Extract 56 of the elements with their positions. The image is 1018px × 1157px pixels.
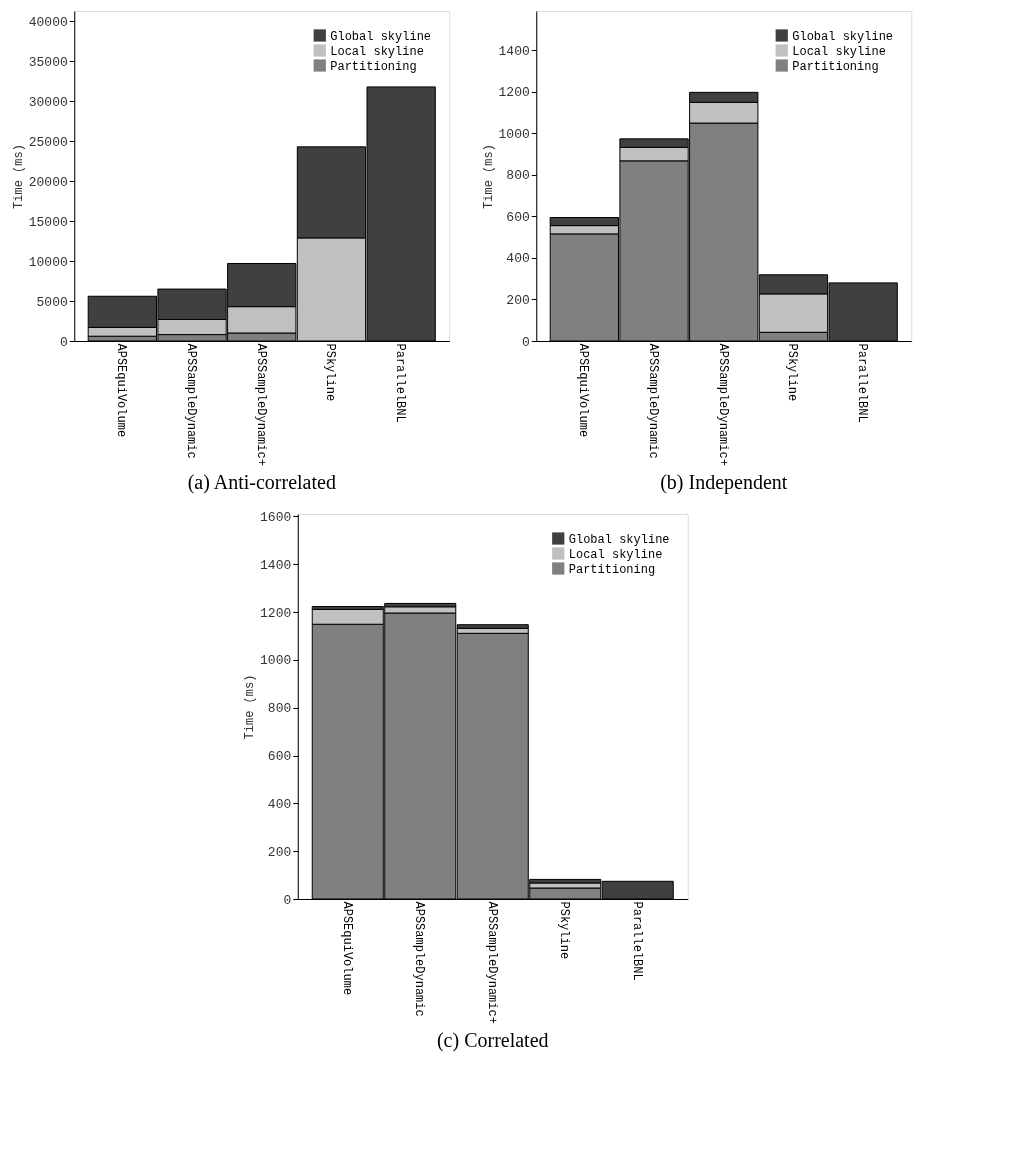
y-tick-label: 10000 (28, 254, 68, 270)
x-tick-label: APSSampleDynamic (412, 901, 427, 1017)
x-tick-label: ParallelBNL (393, 343, 408, 423)
legend-label: Global skyline (792, 29, 894, 44)
legend-label: Partitioning (792, 59, 879, 74)
legend-label: Global skyline (568, 532, 670, 547)
y-tick-label: 1600 (260, 509, 292, 525)
y-tick-label: 5000 (36, 294, 68, 310)
y-tick-label: 600 (506, 209, 530, 225)
y-axis-title: Time (ms) (481, 144, 496, 209)
y-tick-label: 1200 (260, 605, 292, 621)
y-tick-label: 25000 (28, 134, 68, 150)
y-tick-label: 0 (521, 334, 530, 350)
x-tick-label: APSSampleDynamic+ (715, 343, 730, 466)
legend-label: Local skyline (568, 547, 663, 562)
legend-label: Global skyline (330, 29, 432, 44)
y-tick-label: 200 (506, 292, 530, 308)
x-tick-label: ParallelBNL (855, 343, 870, 423)
x-tick-label: PSkyline (323, 343, 338, 402)
y-axis-title: Time (ms) (243, 674, 258, 740)
y-tick-label: 1400 (260, 557, 292, 573)
y-tick-label: 0 (59, 334, 68, 350)
x-tick-label: APSSampleDynamic (184, 343, 199, 459)
y-tick-label: 1000 (260, 653, 292, 669)
y-tick-label: 35000 (28, 54, 68, 70)
y-axis-title: Time (ms) (11, 144, 26, 209)
x-tick-label: PSkyline (785, 343, 800, 402)
text: (b) Independent (660, 471, 788, 495)
y-tick-label: 15000 (28, 214, 68, 230)
legend-label: Local skyline (792, 44, 886, 59)
y-tick-label: 1000 (498, 126, 530, 142)
y-tick-label: 20000 (28, 174, 68, 190)
x-tick-label: APSEquiVolume (576, 343, 591, 438)
legend-label: Partitioning (568, 562, 656, 577)
legend-label: Local skyline (330, 44, 424, 59)
text: (a) Anti-correlated (187, 471, 336, 495)
legend-label: Partitioning (330, 59, 417, 74)
y-tick-label: 1200 (498, 85, 530, 101)
x-tick-label: APSEquiVolume (339, 901, 354, 996)
x-tick-label: APSEquiVolume (114, 343, 129, 438)
x-tick-label: ParallelBNL (629, 901, 644, 981)
x-tick-label: APSSampleDynamic+ (253, 343, 268, 466)
y-tick-label: 40000 (28, 14, 68, 30)
x-tick-label: APSSampleDynamic (646, 343, 661, 459)
x-tick-label: APSSampleDynamic+ (484, 901, 499, 1024)
y-tick-label: 30000 (28, 94, 68, 110)
y-tick-label: 800 (267, 701, 292, 717)
y-tick-label: 400 (267, 796, 292, 812)
x-tick-label: PSkyline (557, 901, 572, 960)
y-tick-label: 1400 (498, 43, 530, 59)
text: (c) Correlated (436, 1029, 549, 1053)
y-tick-label: 400 (506, 251, 530, 267)
y-tick-label: 600 (267, 749, 292, 765)
y-tick-label: 800 (506, 168, 530, 184)
y-tick-label: 0 (283, 892, 292, 908)
y-tick-label: 200 (267, 844, 292, 860)
